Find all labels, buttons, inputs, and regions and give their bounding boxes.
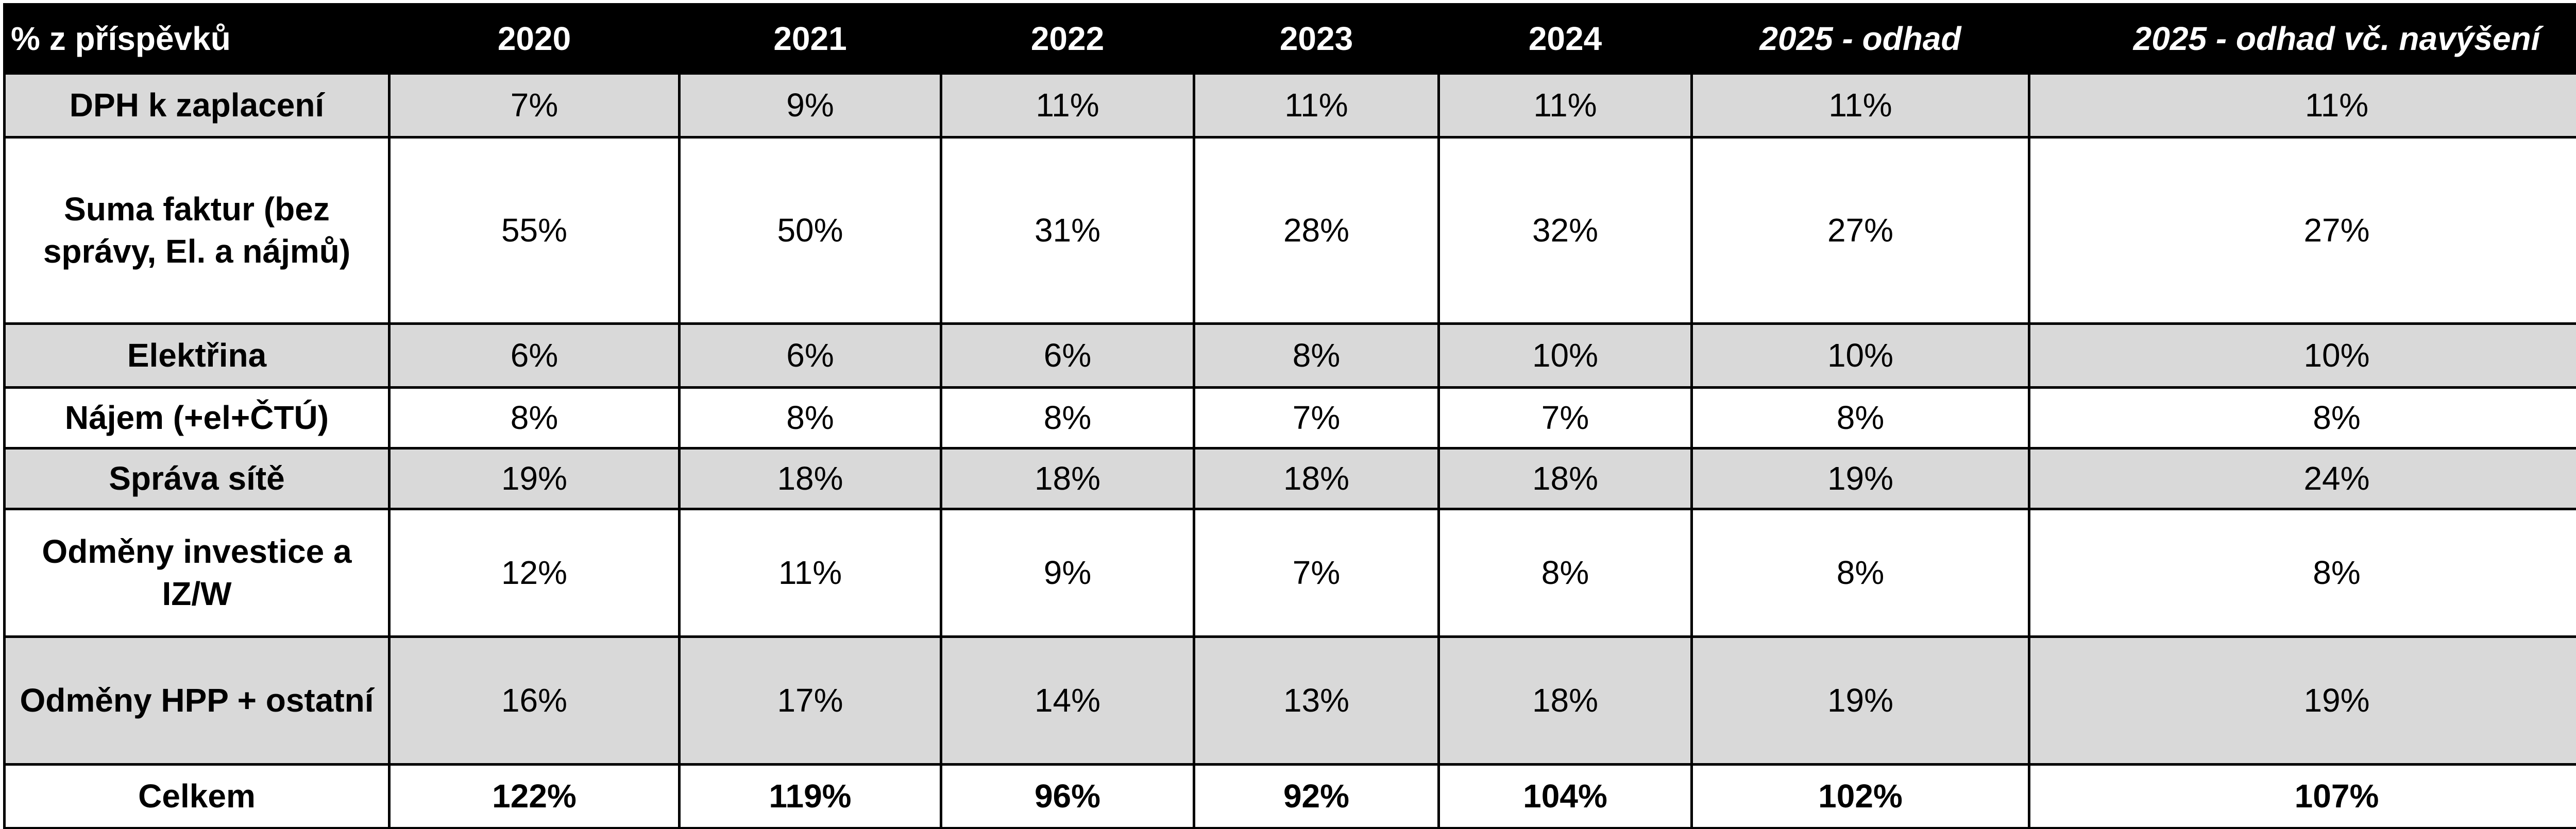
cell: 7% [388, 72, 681, 139]
header-cell: 2025 - odhad vč. navýšení [2028, 3, 2576, 75]
table-row: Celkem 122% 119% 96% 92% 104% 102% 107% [3, 763, 2576, 829]
cell: 11% [678, 508, 942, 638]
row-label: DPH k zaplacení [3, 72, 391, 139]
table-row: Odměny investice a IZ/W 12% 11% 9% 7% 8% 8% 8% [3, 508, 2576, 638]
cell: 92% [1193, 763, 1440, 829]
table-row: Odměny HPP + ostatní 16% 17% 14% 13% 18% 19% 19… [3, 635, 2576, 766]
table-row: Správa sítě 19% 18% 18% 18% 18% 19% 24% [3, 447, 2576, 510]
table-row: Nájem (+el+ČTÚ) 8% 8% 8% 7% 7% 8% 8% [3, 386, 2576, 450]
cell: 19% [1690, 447, 2030, 510]
cell: 10% [1437, 322, 1693, 389]
cell: 17% [678, 635, 942, 766]
header-cell: 2023 [1193, 3, 1440, 75]
row-label: Elektřina [3, 322, 391, 389]
cell: 18% [1437, 447, 1693, 510]
cell: 19% [388, 447, 681, 510]
table-row: Elektřina 6% 6% 6% 8% 10% 10% 10% [3, 322, 2576, 389]
cell: 18% [1193, 447, 1440, 510]
cell: 8% [2028, 386, 2576, 450]
cell: 24% [2028, 447, 2576, 510]
cell: 13% [1193, 635, 1440, 766]
cell: 102% [1690, 763, 2030, 829]
row-label: Odměny HPP + ostatní [3, 635, 391, 766]
contribution-table: % z příspěvků 2020 2021 2022 2023 2024 2025 - … [3, 3, 2576, 829]
row-label: Suma faktur (bez správy, El. a nájmů) [3, 136, 391, 325]
cell: 19% [1690, 635, 2030, 766]
cell: 9% [678, 72, 942, 139]
cell: 8% [1690, 386, 2030, 450]
cell: 8% [1437, 508, 1693, 638]
cell: 7% [1437, 386, 1693, 450]
cell: 96% [940, 763, 1195, 829]
cell: 19% [2028, 635, 2576, 766]
header-cell: 2020 [388, 3, 681, 75]
cell: 8% [678, 386, 942, 450]
header-cell: 2021 [678, 3, 942, 75]
cell: 8% [2028, 508, 2576, 638]
cell: 12% [388, 508, 681, 638]
cell: 8% [1690, 508, 2030, 638]
cell: 18% [940, 447, 1195, 510]
cell: 18% [678, 447, 942, 510]
cell: 11% [1193, 72, 1440, 139]
cell: 10% [1690, 322, 2030, 389]
cell: 107% [2028, 763, 2576, 829]
header-row: % z příspěvků 2020 2021 2022 2023 2024 2025 - … [3, 3, 2576, 75]
cell: 10% [2028, 322, 2576, 389]
cell: 11% [1690, 72, 2030, 139]
header-cell: 2025 - odhad [1690, 3, 2030, 75]
table-body: DPH k zaplacení 7% 9% 11% 11% 11% 11% 11% Suma f… [3, 72, 2576, 829]
cell: 18% [1437, 635, 1693, 766]
header-cell: % z příspěvků [3, 3, 391, 75]
cell: 32% [1437, 136, 1693, 325]
cell: 122% [388, 763, 681, 829]
cell: 16% [388, 635, 681, 766]
cell: 7% [1193, 508, 1440, 638]
cell: 31% [940, 136, 1195, 325]
header-cell: 2024 [1437, 3, 1693, 75]
cell: 11% [2028, 72, 2576, 139]
row-label: Nájem (+el+ČTÚ) [3, 386, 391, 450]
table-row: Suma faktur (bez správy, El. a nájmů) 55%… [3, 136, 2576, 325]
cell: 119% [678, 763, 942, 829]
row-label: Odměny investice a IZ/W [3, 508, 391, 638]
cell: 8% [388, 386, 681, 450]
cell: 28% [1193, 136, 1440, 325]
cell: 6% [940, 322, 1195, 389]
cell: 7% [1193, 386, 1440, 450]
header-cell: 2022 [940, 3, 1195, 75]
cell: 8% [940, 386, 1195, 450]
cell: 8% [1193, 322, 1440, 389]
cell: 50% [678, 136, 942, 325]
cell: 27% [1690, 136, 2030, 325]
cell: 11% [940, 72, 1195, 139]
row-label: Správa sítě [3, 447, 391, 510]
table-row: DPH k zaplacení 7% 9% 11% 11% 11% 11% 11% [3, 72, 2576, 139]
cell: 9% [940, 508, 1195, 638]
cell: 11% [1437, 72, 1693, 139]
cell: 27% [2028, 136, 2576, 325]
cell: 6% [678, 322, 942, 389]
cell: 55% [388, 136, 681, 325]
row-label: Celkem [3, 763, 391, 829]
cell: 14% [940, 635, 1195, 766]
cell: 104% [1437, 763, 1693, 829]
cell: 6% [388, 322, 681, 389]
